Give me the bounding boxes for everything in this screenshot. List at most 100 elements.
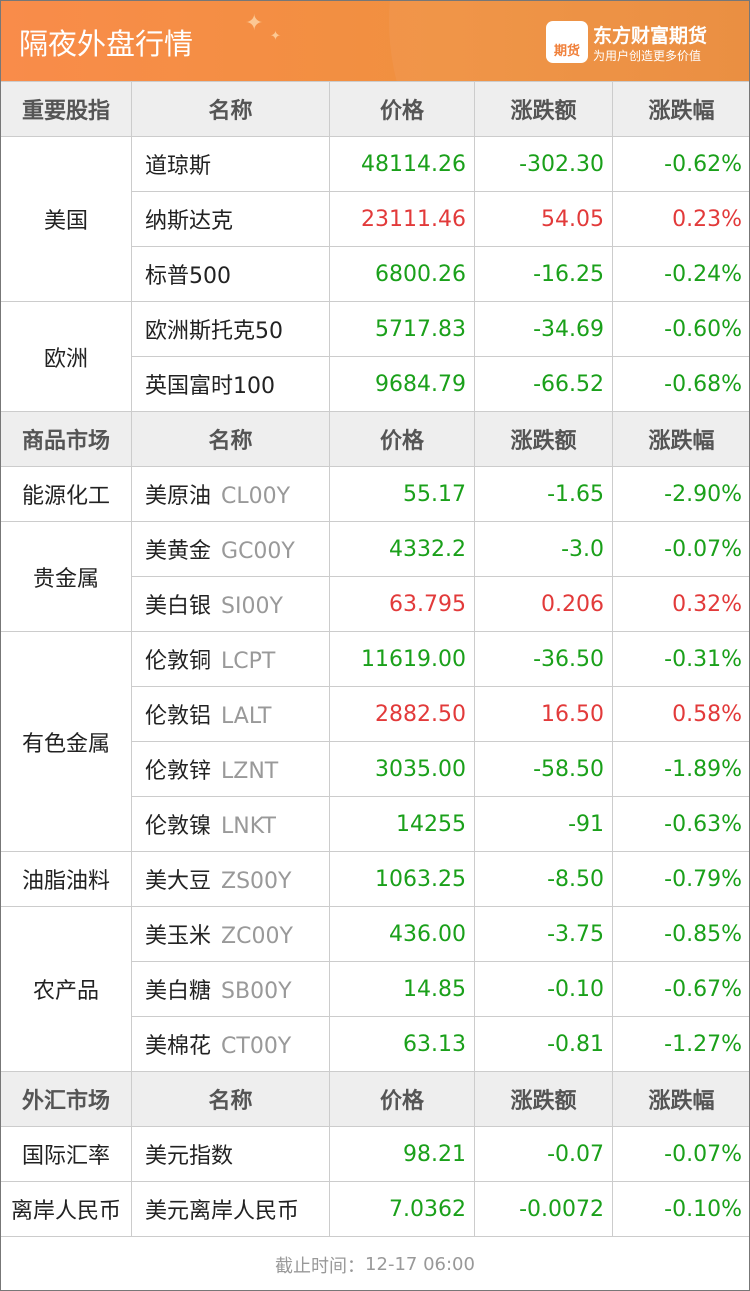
price-cell: 2882.50 [329, 686, 475, 742]
price-cell: 4332.2 [329, 521, 475, 577]
instrument-code: SB00Y [221, 979, 292, 1004]
instrument-name: 美元离岸人民币 [145, 1199, 300, 1224]
change-cell: -16.25 [474, 246, 613, 302]
instrument-name-cell: 标普500 [131, 246, 330, 302]
column-header: 涨跌幅 [612, 1071, 749, 1127]
instrument-code: LZNT [221, 759, 279, 784]
category-cell: 离岸人民币 [1, 1181, 132, 1237]
column-header: 涨跌额 [474, 81, 613, 137]
column-header: 名称 [131, 1071, 330, 1127]
change-percent-cell: -0.24% [612, 246, 749, 302]
change-cell: -3.0 [474, 521, 613, 577]
table-row[interactable]: 欧洲 欧洲斯托克50 5717.83 -34.69 -0.60% [1, 301, 749, 412]
sparkle-icon: ✦ [270, 29, 281, 44]
price-cell: 63.13 [329, 1016, 475, 1072]
instrument-name: 欧洲斯托克50 [145, 319, 283, 344]
instrument-name: 美玉米 [145, 924, 212, 949]
change-percent-cell: 0.32% [612, 576, 749, 632]
change-percent-cell: -2.90% [612, 466, 749, 522]
price-cell: 14.85 [329, 961, 475, 1017]
instrument-name: 美原油 [145, 484, 212, 509]
price-cell: 63.795 [329, 576, 475, 632]
category-cell: 美国 [1, 136, 132, 302]
instrument-name-cell: 美玉米 ZC00Y [131, 906, 330, 962]
table-row[interactable]: 美白银 SI00Y 63.795 0.206 0.32% [1, 576, 749, 632]
category-cell: 农产品 [1, 906, 132, 1072]
table-row[interactable]: 有色金属 伦敦铜 LCPT 11619.00 -36.50 -0.31% [1, 631, 749, 852]
instrument-name-cell: 美元离岸人民币 [131, 1181, 330, 1237]
column-header: 涨跌额 [474, 411, 613, 467]
table-row[interactable]: 美国 道琼斯 48114.26 -302.30 -0.62% [1, 136, 749, 302]
section-header-row: 外汇市场 名称 价格 涨跌额 涨跌幅 [1, 1071, 749, 1127]
category-cell: 欧洲 [1, 301, 132, 412]
instrument-code: ZC00Y [221, 924, 293, 949]
category-cell: 能源化工 [1, 466, 132, 522]
section-title: 商品市场 [1, 411, 132, 467]
price-cell: 9684.79 [329, 356, 475, 412]
table-row[interactable]: 离岸人民币 美元离岸人民币 7.0362 -0.0072 -0.10% [1, 1181, 749, 1237]
change-percent-cell: -0.10% [612, 1181, 749, 1237]
instrument-name: 伦敦锌 [145, 759, 212, 784]
cutoff-time: 12-17 06:00 [365, 1254, 475, 1275]
change-percent-cell: -0.85% [612, 906, 749, 962]
table-row[interactable]: 标普500 6800.26 -16.25 -0.24% [1, 246, 749, 302]
price-cell: 23111.46 [329, 191, 475, 247]
price-cell: 436.00 [329, 906, 475, 962]
table-row[interactable]: 油脂油料 美大豆 ZS00Y 1063.25 -8.50 -0.79% [1, 851, 749, 907]
instrument-code: ZS00Y [221, 869, 292, 894]
change-cell: -0.07 [474, 1126, 613, 1182]
change-cell: -302.30 [474, 136, 613, 192]
change-percent-cell: -0.68% [612, 356, 749, 412]
page-title: 隔夜外盘行情 [19, 27, 194, 61]
category-cell: 贵金属 [1, 521, 132, 632]
instrument-name: 美白糖 [145, 979, 212, 1004]
table-row[interactable]: 伦敦铝 LALT 2882.50 16.50 0.58% [1, 686, 749, 742]
table-row[interactable]: 伦敦镍 LNKT 14255 -91 -0.63% [1, 796, 749, 852]
change-percent-cell: -0.07% [612, 521, 749, 577]
instrument-code: LALT [221, 704, 272, 729]
table-row[interactable]: 国际汇率 美元指数 98.21 -0.07 -0.07% [1, 1126, 749, 1182]
sparkle-icon: ✦ [245, 11, 264, 36]
table-row[interactable]: 农产品 美玉米 ZC00Y 436.00 -3.75 -0.85% [1, 906, 749, 1072]
table-row[interactable]: 美白糖 SB00Y 14.85 -0.10 -0.67% [1, 961, 749, 1017]
logo-text: 期货 [553, 44, 580, 59]
table-row[interactable]: 美棉花 CT00Y 63.13 -0.81 -1.27% [1, 1016, 749, 1072]
change-cell: -58.50 [474, 741, 613, 797]
instrument-name: 标普500 [145, 264, 231, 289]
instrument-name: 英国富时100 [145, 374, 275, 399]
instrument-name-cell: 美白糖 SB00Y [131, 961, 330, 1017]
column-header: 涨跌额 [474, 1071, 613, 1127]
header-banner: ✦ ✦ 隔夜外盘行情 期货 东方财富期货 为用户创造更多价值 [1, 1, 749, 81]
price-cell: 1063.25 [329, 851, 475, 907]
table-row[interactable]: 能源化工 美原油 CL00Y 55.17 -1.65 -2.90% [1, 466, 749, 522]
price-cell: 3035.00 [329, 741, 475, 797]
instrument-name-cell: 伦敦铝 LALT [131, 686, 330, 742]
change-percent-cell: 0.58% [612, 686, 749, 742]
instrument-name-cell: 纳斯达克 [131, 191, 330, 247]
instrument-name: 美白银 [145, 594, 212, 619]
change-cell: -1.65 [474, 466, 613, 522]
instrument-name: 美黄金 [145, 539, 212, 564]
change-percent-cell: -1.89% [612, 741, 749, 797]
table-row[interactable]: 贵金属 美黄金 GC00Y 4332.2 -3.0 -0.07% [1, 521, 749, 632]
brand-slogan: 为用户创造更多价值 [593, 49, 702, 63]
price-cell: 11619.00 [329, 631, 475, 687]
cutoff-label: 截止时间： [275, 1255, 366, 1277]
change-cell: -0.81 [474, 1016, 613, 1072]
category-cell: 有色金属 [1, 631, 132, 852]
column-header: 名称 [131, 411, 330, 467]
change-cell: -66.52 [474, 356, 613, 412]
table-row[interactable]: 伦敦锌 LZNT 3035.00 -58.50 -1.89% [1, 741, 749, 797]
instrument-name-cell: 美黄金 GC00Y [131, 521, 330, 577]
instrument-code: LNKT [221, 814, 276, 839]
change-cell: -91 [474, 796, 613, 852]
price-cell: 98.21 [329, 1126, 475, 1182]
column-header: 价格 [329, 1071, 475, 1127]
price-cell: 14255 [329, 796, 475, 852]
brand-name: 东方财富期货 [593, 25, 708, 47]
category-cell: 油脂油料 [1, 851, 132, 907]
change-cell: 54.05 [474, 191, 613, 247]
column-header: 涨跌幅 [612, 81, 749, 137]
market-table: 重要股指 名称 价格 涨跌额 涨跌幅 美国 道琼斯 48114.26 -302.30 -0.62%… [1, 81, 749, 1237]
